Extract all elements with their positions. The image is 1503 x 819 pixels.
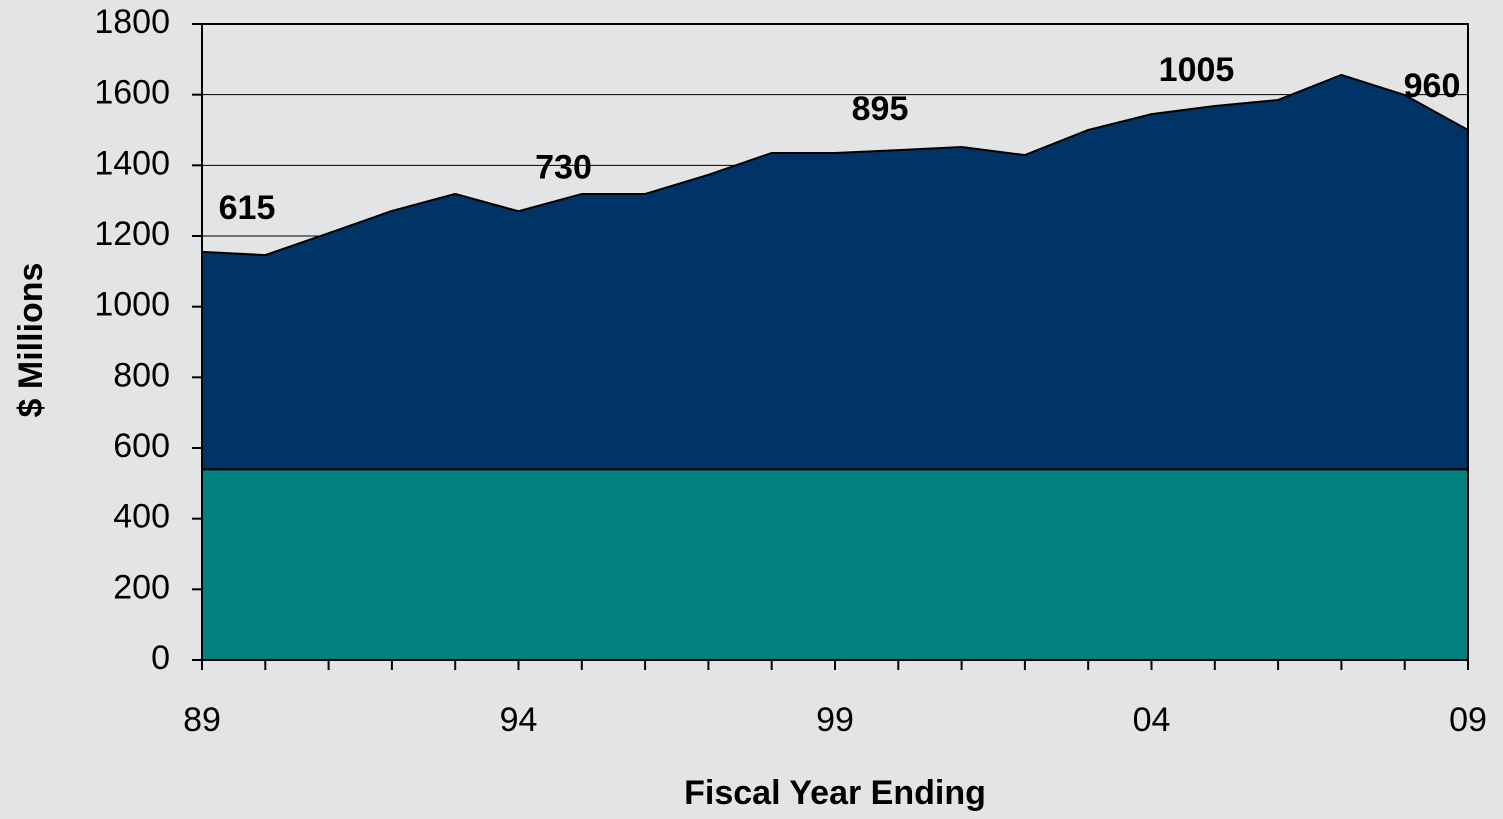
value-label: 1005 xyxy=(1159,51,1235,89)
y-tick-label: 600 xyxy=(113,427,170,465)
y-tick-label: 1600 xyxy=(94,74,170,112)
x-tick-label: 09 xyxy=(1449,701,1487,739)
x-tick-label: 94 xyxy=(500,701,538,739)
value-label: 615 xyxy=(219,189,276,227)
y-tick-label: 1000 xyxy=(94,286,170,324)
value-label: 730 xyxy=(535,148,592,186)
value-label: 895 xyxy=(852,90,909,128)
y-tick-label: 800 xyxy=(113,356,170,394)
x-tick-label: 04 xyxy=(1133,701,1171,739)
area xyxy=(201,468,1469,661)
value-label: 960 xyxy=(1404,67,1461,105)
x-tick-label: 89 xyxy=(183,701,221,739)
x-axis-title: Fiscal Year Ending xyxy=(684,774,986,812)
x-tick-label: 99 xyxy=(816,701,854,739)
y-tick-label: 0 xyxy=(151,639,170,677)
y-tick-label: 400 xyxy=(113,498,170,536)
y-tick-label: 1400 xyxy=(94,144,170,182)
y-axis-title: $ Millions xyxy=(12,263,50,418)
y-tick-label: 1800 xyxy=(94,3,170,41)
y-tick-label: 200 xyxy=(113,568,170,606)
y-tick-label: 1200 xyxy=(94,215,170,253)
